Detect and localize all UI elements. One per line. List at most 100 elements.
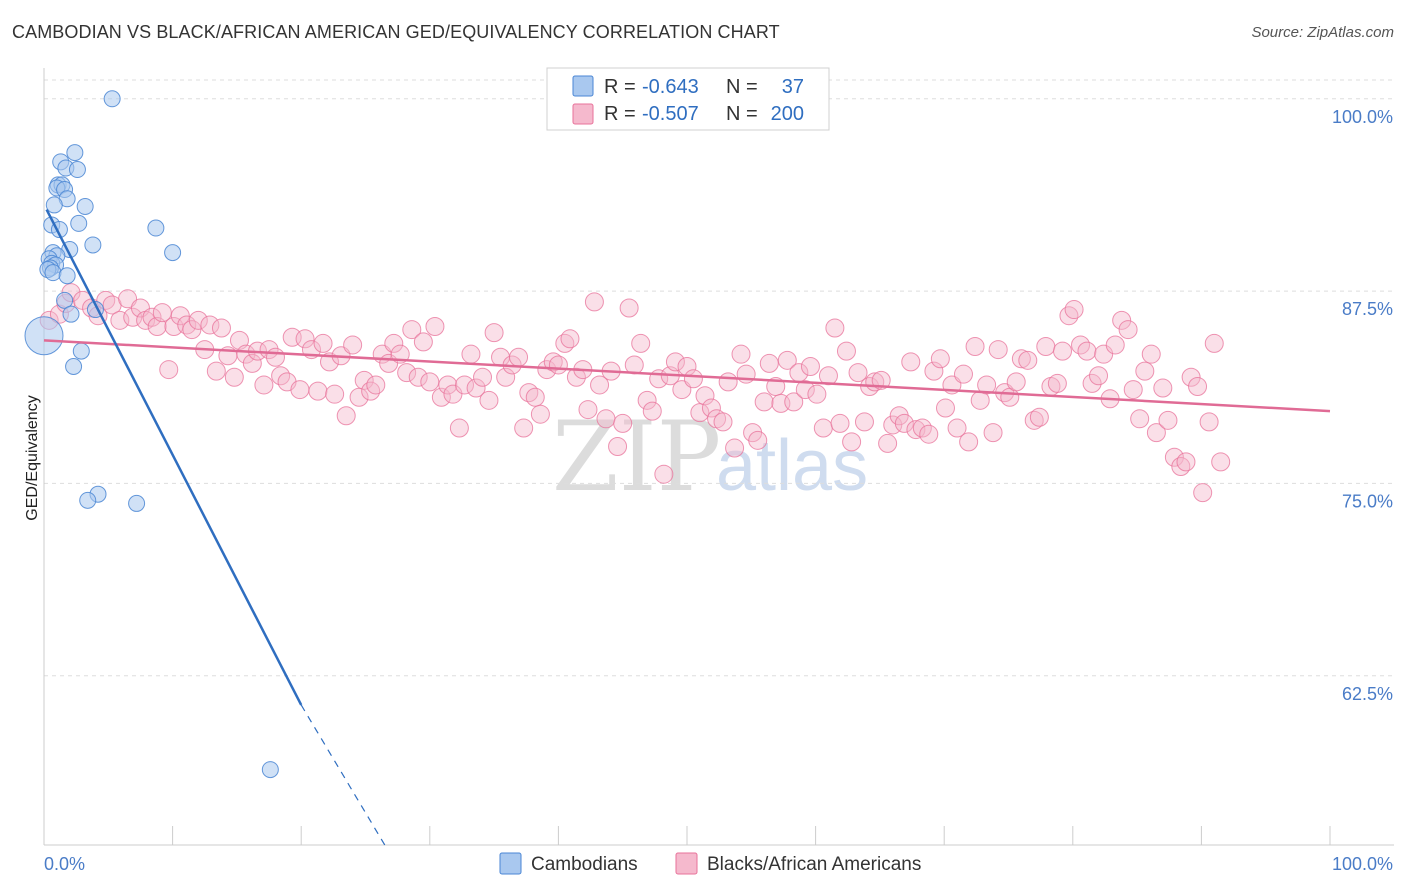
y-tick-label-3: 62.5% [1342,684,1393,704]
black-point-192 [1188,376,1208,396]
black-point-93 [608,436,628,456]
black-point-45 [325,384,345,404]
black-point-42 [308,381,328,401]
black-point-58 [402,320,422,340]
black-point-64 [438,375,458,395]
black-point-170 [1059,306,1079,326]
black-point-12 [130,298,150,318]
black-point-101 [654,464,674,484]
black-point-48 [343,335,363,355]
legend-swatch-cambodian [572,75,594,97]
black-point-99 [642,401,662,421]
cambodian-point-31 [24,316,64,356]
trend-lines [43,208,1331,846]
black-point-148 [930,349,950,369]
black-point-68 [461,344,481,364]
black-point-89 [584,292,604,312]
black-point-97 [631,333,651,353]
black-point-35 [265,347,285,367]
cambodian-point-27 [58,267,76,285]
cambodian-point-16 [84,236,102,254]
black-point-50 [354,370,374,390]
black-trend-line [43,339,1331,413]
black-point-17 [159,360,179,380]
black-point-40 [295,329,315,349]
black-point-22 [188,310,208,330]
black-point-80 [530,404,550,424]
axes [43,68,1394,846]
black-point-142 [894,413,914,433]
black-point-122 [777,350,797,370]
y-tick-label-0: 100.0% [1332,107,1393,127]
black-point-181 [1123,380,1143,400]
black-point-138 [871,370,891,390]
black-point-70 [473,367,493,387]
black-point-57 [397,363,417,383]
legend-n-label-black: N = [726,103,758,125]
cambodian-point-18 [164,244,182,262]
black-point-190 [1176,452,1196,472]
black-point-114 [731,344,751,364]
black-point-74 [496,367,516,387]
black-point-119 [759,353,779,373]
cambodian-point-4 [68,161,86,179]
black-point-132 [836,341,856,361]
black-point-103 [665,352,685,372]
black-point-16 [152,303,172,323]
cambodian-point-11 [76,197,94,215]
black-point-88 [578,400,598,420]
black-point-71 [479,390,499,410]
black-point-86 [566,367,586,387]
black-point-82 [543,352,563,372]
black-point-162 [1011,349,1031,369]
black-point-182 [1130,409,1150,429]
cambodian-points [24,90,279,779]
black-point-109 [701,398,721,418]
black-point-43 [313,333,333,353]
black-point-65 [443,384,463,404]
black-point-21 [182,320,202,340]
black-point-29 [229,330,249,350]
black-point-195 [1204,333,1224,353]
y-tick-labels: 100.0% 87.5% 75.0% 62.5% [1332,107,1393,704]
black-point-165 [1029,407,1049,427]
black-point-169 [1053,341,1073,361]
black-point-174 [1082,373,1102,393]
black-point-55 [384,333,404,353]
source-label: Source: ZipAtlas.com [1251,24,1394,41]
cambodian-trend-extension [300,704,386,846]
legend-n-value-cambodian: 37 [782,76,804,98]
black-point-180 [1118,320,1138,340]
legend-r-label-black: R = [604,103,636,125]
black-point-134 [848,363,868,383]
black-point-144 [906,420,926,440]
black-point-94 [613,413,633,433]
black-point-24 [200,315,220,335]
black-point-186 [1153,378,1173,398]
black-point-83 [548,355,568,375]
black-point-176 [1094,344,1114,364]
black-point-151 [947,418,967,438]
black-point-10 [118,289,138,309]
cambodian-point-10 [45,196,63,214]
black-point-184 [1141,344,1161,364]
legend-r-value-black: -0.507 [642,103,699,125]
series-legend: Cambodians Blacks/African Americans [499,852,921,875]
cambodian-point-29 [62,305,80,323]
cambodian-point-12 [70,214,88,232]
y-tick-label-1: 87.5% [1342,299,1393,319]
black-point-90 [590,375,610,395]
black-point-14 [142,307,162,327]
black-point-153 [959,432,979,452]
black-point-168 [1047,373,1067,393]
black-point-108 [695,386,715,406]
black-point-196 [1211,452,1231,472]
black-point-161 [1006,372,1026,392]
black-point-28 [224,367,244,387]
black-point-139 [878,433,898,453]
black-point-128 [813,418,833,438]
black-point-147 [924,361,944,381]
black-point-117 [748,430,768,450]
black-point-193 [1193,483,1213,503]
